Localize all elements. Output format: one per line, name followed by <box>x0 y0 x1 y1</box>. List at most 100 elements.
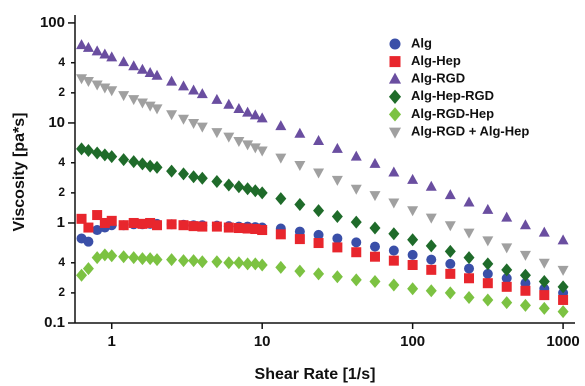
point <box>388 198 400 209</box>
point <box>106 215 117 226</box>
point <box>313 229 324 240</box>
point <box>426 254 437 265</box>
point <box>275 260 287 274</box>
point <box>501 263 513 277</box>
point <box>445 268 456 279</box>
point <box>106 86 118 97</box>
point <box>118 250 130 264</box>
point <box>519 298 531 312</box>
point <box>464 273 475 284</box>
point <box>350 273 362 287</box>
point <box>83 222 94 233</box>
point <box>76 142 88 156</box>
point <box>223 222 234 233</box>
point <box>463 228 475 239</box>
point <box>557 234 569 245</box>
point <box>313 238 324 249</box>
x-tick-label: 10 <box>254 333 271 350</box>
legend-marker <box>389 38 401 50</box>
point <box>275 192 287 206</box>
point <box>196 88 208 99</box>
point <box>520 278 531 289</box>
point <box>233 223 244 234</box>
point <box>482 278 493 289</box>
legend-label: Alg-Hep-RGD <box>411 88 494 103</box>
point <box>76 268 88 282</box>
legend-label: Alg-RGD <box>411 71 465 86</box>
point <box>369 157 381 168</box>
point <box>482 268 493 279</box>
y-tick-label: 1 <box>57 214 65 231</box>
point <box>242 106 254 117</box>
point <box>242 257 254 271</box>
point <box>331 142 343 153</box>
point <box>501 296 513 310</box>
point <box>407 282 419 296</box>
point <box>463 290 475 304</box>
point <box>331 175 343 186</box>
x-tick-label: 100 <box>400 333 425 350</box>
y-tick-label: 4 <box>58 55 65 69</box>
point <box>313 204 325 218</box>
legend-label: Alg-RGD + Alg-Hep <box>411 123 529 138</box>
y-tick-label: 0.1 <box>44 314 65 331</box>
point <box>482 203 494 214</box>
point <box>294 127 306 138</box>
point <box>520 285 531 296</box>
point <box>166 164 178 178</box>
point <box>118 220 129 231</box>
point <box>350 184 362 195</box>
point <box>313 134 325 145</box>
point <box>223 178 235 192</box>
point <box>351 247 362 258</box>
point <box>444 286 456 300</box>
point <box>233 256 245 270</box>
point <box>294 197 306 211</box>
point <box>407 249 418 260</box>
point <box>426 264 437 275</box>
point <box>464 263 475 274</box>
point <box>538 301 550 315</box>
x-tick-label: 1 <box>108 333 116 350</box>
point <box>151 253 163 267</box>
point <box>128 217 139 228</box>
point <box>242 182 254 196</box>
point <box>136 157 148 171</box>
point <box>99 217 110 228</box>
point <box>538 258 550 269</box>
point <box>223 256 235 270</box>
point <box>444 244 456 258</box>
point <box>144 66 156 77</box>
point <box>407 260 418 271</box>
point <box>136 252 148 266</box>
point <box>151 104 163 115</box>
point <box>313 267 325 281</box>
point <box>211 255 223 269</box>
point <box>106 150 118 164</box>
point <box>166 75 178 86</box>
y-tick-label: 100 <box>40 14 65 31</box>
point <box>275 229 286 240</box>
point <box>118 153 130 167</box>
point <box>188 170 200 184</box>
y-tick-label: 4 <box>58 155 65 169</box>
point <box>178 254 190 268</box>
point <box>91 80 103 91</box>
x-axis-label: Shear Rate [1/s] <box>255 366 376 383</box>
point <box>82 76 94 87</box>
point <box>99 83 111 94</box>
point <box>92 225 103 236</box>
point <box>388 227 400 241</box>
point <box>501 211 513 222</box>
point <box>91 45 103 56</box>
legend-marker <box>388 127 402 139</box>
point <box>557 305 569 319</box>
point <box>463 196 475 207</box>
point <box>407 233 419 247</box>
point <box>331 210 343 224</box>
point <box>233 180 245 194</box>
point <box>388 278 400 292</box>
point <box>178 167 190 181</box>
point <box>407 206 419 217</box>
point <box>332 233 343 244</box>
